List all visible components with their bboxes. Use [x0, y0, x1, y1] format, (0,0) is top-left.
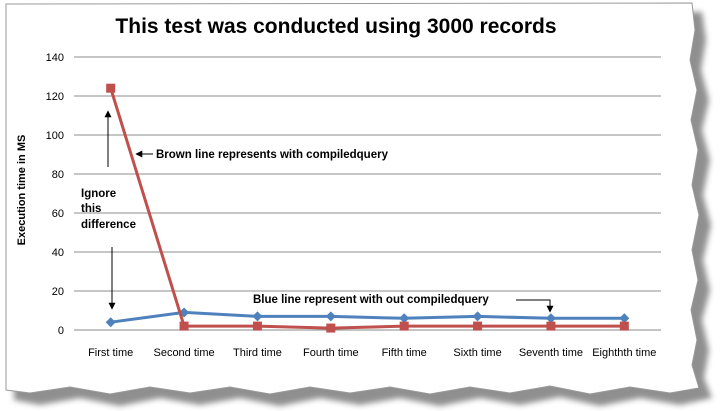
data-point: [546, 321, 556, 331]
data-point: [399, 321, 409, 331]
ignore-annotation-line3: difference: [81, 219, 136, 231]
data-point: [473, 321, 483, 331]
blue-annotation-arrow: [516, 299, 554, 313]
ignore-annotation-line2: this: [81, 203, 101, 215]
data-point: [105, 317, 116, 328]
x-tick-label: Fourth time: [303, 347, 359, 359]
x-tick-label: Third time: [233, 347, 282, 359]
y-tick-label: 120: [46, 91, 64, 103]
x-tick-label: Eighthth time: [592, 347, 656, 359]
x-tick-label: Second time: [153, 347, 214, 359]
chart-title: This test was conducted using 3000 recor…: [115, 15, 556, 38]
data-point: [325, 311, 336, 322]
annotations: Brown line represents with compiledquery…: [81, 110, 554, 313]
series-line: [110, 310, 625, 324]
brown-line-annotation: Brown line represents with compiledquery: [156, 149, 389, 161]
y-tick-label: 0: [58, 325, 64, 337]
x-tick-label: Sixth time: [453, 347, 501, 359]
y-tick-label: 40: [52, 247, 64, 259]
x-tick-label: Seventh time: [519, 347, 583, 359]
data-point: [252, 311, 263, 322]
x-tick-label: First time: [88, 347, 133, 359]
data-point: [106, 83, 116, 93]
data-point: [326, 323, 336, 333]
y-tick-label: 140: [46, 52, 64, 64]
x-tick-label: Fifth time: [382, 347, 427, 359]
y-tick-label: 60: [52, 208, 64, 220]
blue-line-annotation: Blue line represent with out compiledque…: [253, 294, 489, 306]
data-point: [545, 313, 556, 324]
series-layer: [105, 83, 630, 333]
x-axis-ticks: First time Second time Third time Fourth ti…: [88, 347, 656, 359]
data-point: [472, 311, 483, 322]
data-point: [179, 321, 189, 331]
data-point: [619, 313, 630, 324]
data-point: [399, 313, 410, 324]
y-axis-label: Execution time in MS: [16, 135, 28, 246]
y-tick-label: 20: [52, 286, 64, 298]
y-tick-label: 100: [46, 130, 64, 142]
paper-sheet: [5, 2, 700, 395]
y-axis-ticks: 0 20 40 60 80 100 120 140: [46, 52, 64, 337]
data-point: [619, 321, 629, 331]
data-point: [252, 321, 262, 331]
y-tick-label: 80: [52, 169, 64, 181]
series-line: [109, 87, 625, 330]
ignore-annotation-line1: Ignore: [81, 188, 116, 200]
